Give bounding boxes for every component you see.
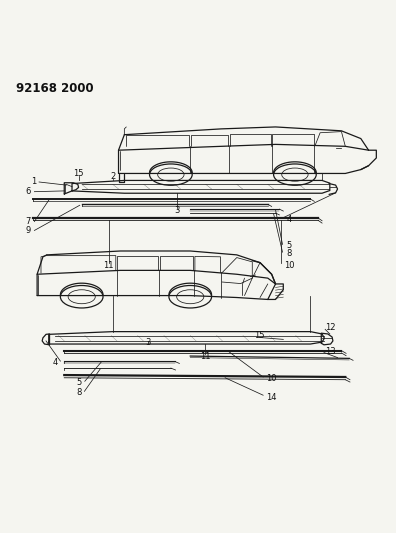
Text: 2: 2 [111,172,116,181]
Text: 5: 5 [76,377,82,386]
Text: 92168 2000: 92168 2000 [16,83,93,95]
Text: 15: 15 [73,169,84,178]
Text: 3: 3 [145,338,150,348]
Text: 5: 5 [286,241,292,251]
Text: 9: 9 [26,227,31,236]
Text: 12: 12 [326,323,336,332]
Text: 11: 11 [200,352,210,361]
Text: 3: 3 [174,206,179,215]
Text: 7: 7 [25,217,31,227]
Text: 8: 8 [286,249,292,258]
Text: 1: 1 [30,177,36,187]
Text: 14: 14 [266,393,276,402]
Text: 6: 6 [25,187,31,196]
Text: 15: 15 [254,330,265,340]
Text: 10: 10 [284,261,294,270]
Text: 11: 11 [104,261,114,270]
Text: 8: 8 [76,388,81,397]
Text: 4: 4 [53,358,58,367]
Text: 4: 4 [286,215,292,224]
Text: 13: 13 [325,348,336,356]
Text: 10: 10 [266,374,276,383]
